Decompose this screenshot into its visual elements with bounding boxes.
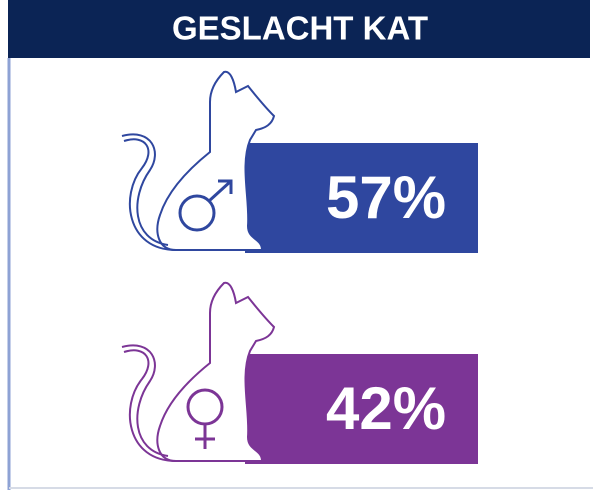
male-arrow: [207, 179, 233, 203]
stat-label: 42%: [326, 375, 446, 442]
header: [8, 0, 590, 58]
stat-label: 57%: [326, 164, 446, 231]
chart-title: GESLACHT KAT: [172, 10, 428, 47]
female-cross: [195, 424, 215, 449]
stat-item: 42%: [121, 281, 478, 464]
stat-box: [245, 354, 478, 464]
cat-tail-inner: [121, 344, 169, 457]
cat-tail: [123, 349, 177, 462]
cat-tail: [123, 138, 177, 251]
male-symbol: [178, 194, 216, 232]
cat-outline: [156, 70, 276, 251]
cat-tail-inner: [121, 133, 169, 246]
stat-box: [245, 143, 478, 253]
stat-item: 57%: [121, 70, 478, 253]
cat-outline: [156, 281, 276, 462]
